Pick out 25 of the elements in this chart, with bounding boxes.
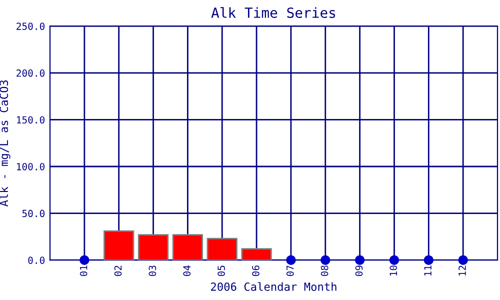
bar — [241, 248, 272, 260]
chart-title: Alk Time Series — [211, 7, 336, 18]
bar — [138, 234, 169, 260]
y-tick-label: 200.0 — [16, 69, 45, 77]
x-tick-label: 09 — [355, 266, 363, 276]
bar — [172, 234, 204, 260]
x-tick-label: 01 — [80, 266, 88, 276]
x-tick-label: 03 — [148, 266, 156, 276]
y-tick-label: 0.0 — [28, 256, 45, 264]
x-tick-label: 10 — [390, 266, 398, 276]
x-tick-label: 11 — [424, 266, 432, 276]
x-tick-label: 04 — [183, 265, 191, 276]
bar — [104, 230, 134, 260]
y-tick-label: 150.0 — [17, 116, 45, 124]
y-tick-label: 100.0 — [17, 163, 45, 170]
y-tick-label: 50.0 — [22, 210, 45, 218]
x-tick-label: 12 — [458, 266, 466, 276]
x-axis-title: 2006 Calendar Month — [211, 282, 336, 291]
x-tick-label: 07 — [286, 266, 294, 276]
x-tick-label: 02 — [114, 266, 122, 276]
x-tick-label: 05 — [218, 266, 225, 276]
bar — [206, 238, 238, 260]
x-tick-label: 08 — [320, 266, 328, 276]
x-tick-label: 06 — [252, 266, 260, 276]
y-tick-label: 250.0 — [16, 22, 45, 30]
